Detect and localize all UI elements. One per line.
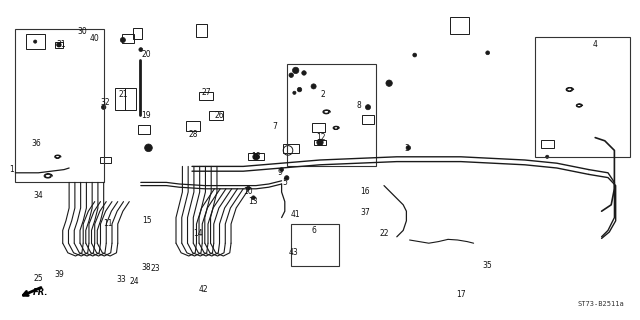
Text: 22: 22 [380, 229, 388, 238]
Bar [55, 42, 63, 48]
Text: 19: 19 [141, 111, 151, 120]
Circle shape [293, 91, 296, 94]
Circle shape [545, 155, 549, 158]
Text: 15: 15 [142, 216, 152, 225]
Bar [199, 92, 213, 100]
Text: 34: 34 [33, 191, 44, 200]
Bar [450, 17, 469, 35]
Bar [26, 34, 45, 49]
Text: 38: 38 [141, 263, 151, 272]
Bar [541, 140, 554, 148]
Text: 23: 23 [150, 264, 160, 273]
Text: 40: 40 [90, 34, 100, 43]
Text: 16: 16 [360, 188, 370, 196]
Text: 12: 12 [317, 133, 326, 142]
Text: 31: 31 [56, 40, 67, 49]
Text: 33: 33 [116, 276, 127, 284]
Circle shape [292, 67, 299, 74]
Text: 18: 18 [252, 152, 260, 161]
Circle shape [297, 87, 302, 92]
Text: 1: 1 [9, 165, 14, 174]
Bar [291, 224, 339, 266]
Circle shape [280, 168, 284, 172]
Text: 9: 9 [278, 168, 283, 177]
Circle shape [406, 146, 411, 150]
Text: 27: 27 [201, 88, 211, 97]
Text: 14: 14 [193, 229, 204, 238]
Text: 10: 10 [243, 188, 253, 196]
Text: 28: 28 [189, 130, 198, 139]
Circle shape [317, 139, 323, 146]
Circle shape [246, 186, 250, 190]
Text: 4: 4 [593, 40, 598, 49]
Bar [312, 123, 325, 132]
Text: 3: 3 [404, 144, 409, 153]
Text: 7: 7 [273, 122, 278, 131]
Bar [133, 28, 142, 39]
Bar [125, 88, 136, 110]
Circle shape [365, 105, 371, 110]
Text: 35: 35 [483, 261, 493, 270]
Text: 32: 32 [100, 98, 111, 107]
Text: 42: 42 [198, 285, 209, 294]
Circle shape [285, 176, 289, 180]
Text: 13: 13 [248, 197, 258, 206]
Circle shape [311, 84, 316, 89]
Bar [138, 125, 150, 134]
Bar [196, 24, 207, 37]
Text: 39: 39 [54, 270, 64, 279]
Circle shape [413, 53, 417, 57]
Circle shape [252, 196, 255, 200]
Text: 26: 26 [214, 111, 224, 120]
Circle shape [102, 105, 106, 109]
Text: 5: 5 [282, 178, 287, 187]
Bar [248, 153, 264, 160]
Text: 30: 30 [77, 27, 87, 36]
Text: 41: 41 [291, 210, 301, 219]
Text: 43: 43 [288, 248, 298, 257]
Text: 8: 8 [356, 101, 361, 110]
Bar [15, 29, 104, 182]
Text: 11: 11 [103, 220, 112, 228]
Text: 21: 21 [118, 90, 127, 99]
Circle shape [302, 71, 307, 75]
Circle shape [386, 80, 392, 86]
Bar [100, 157, 111, 163]
Bar [115, 88, 125, 110]
Text: 17: 17 [456, 290, 466, 299]
Text: 36: 36 [31, 140, 41, 148]
Circle shape [34, 40, 37, 43]
Text: 20: 20 [141, 50, 151, 59]
Text: ST73-B2511a: ST73-B2511a [577, 301, 624, 307]
Bar [283, 144, 300, 153]
Text: FR.: FR. [33, 288, 49, 297]
Circle shape [486, 51, 490, 55]
Text: 25: 25 [33, 274, 44, 283]
Bar [314, 140, 326, 145]
Bar [535, 37, 630, 157]
Text: 24: 24 [129, 277, 140, 286]
Text: 6: 6 [311, 226, 316, 235]
Text: 2: 2 [321, 90, 326, 99]
Bar [209, 111, 223, 120]
Circle shape [145, 144, 152, 152]
Bar [186, 121, 200, 131]
Circle shape [56, 43, 61, 47]
Circle shape [253, 154, 259, 160]
Circle shape [289, 73, 293, 77]
Bar [287, 64, 376, 166]
Text: 37: 37 [360, 208, 370, 217]
Circle shape [139, 48, 143, 52]
Bar [362, 115, 374, 124]
Circle shape [120, 37, 125, 43]
Bar [122, 34, 134, 43]
